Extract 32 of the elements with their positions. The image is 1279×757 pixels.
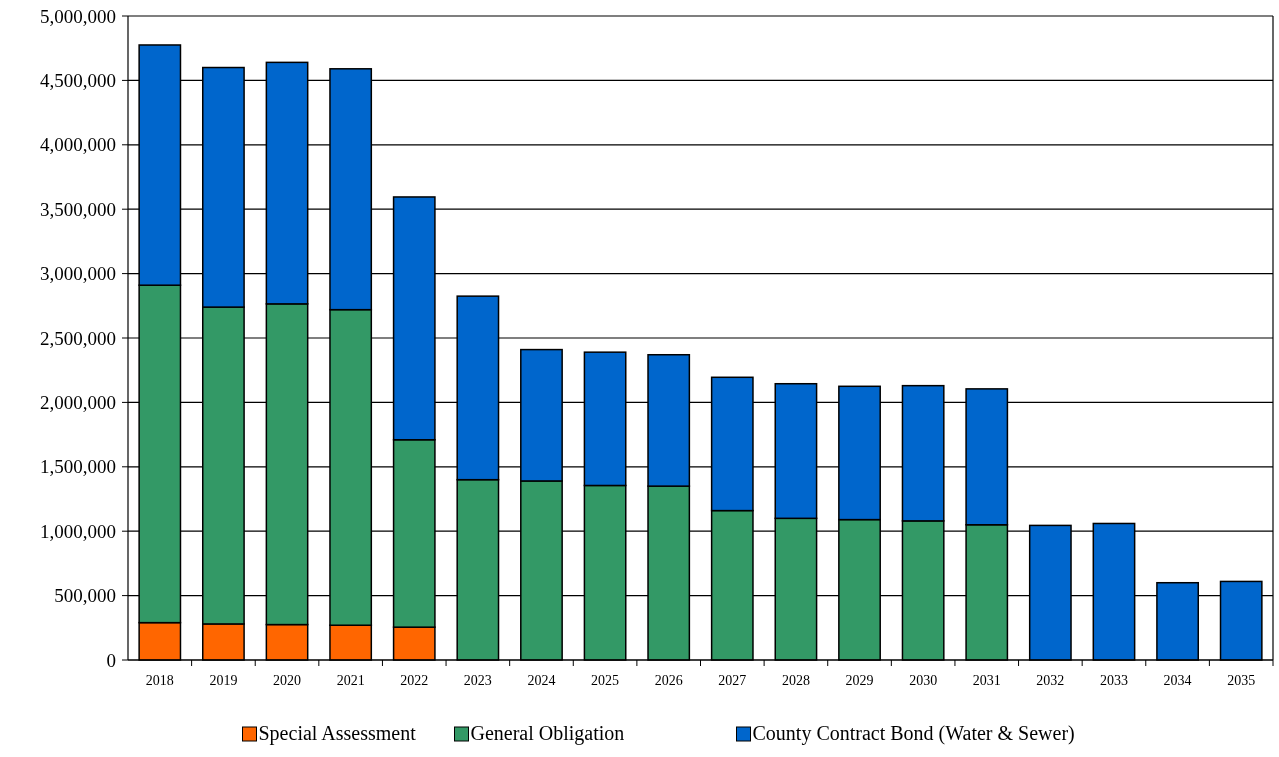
y-tick-label: 0 [106,649,116,671]
x-tick-label: 2028 [781,673,810,688]
x-tick-label: 2035 [1227,673,1256,688]
y-tick-label: 4,000,000 [40,134,116,156]
x-tick-label: 2023 [463,673,492,688]
x-tick-label: 2032 [1036,673,1065,688]
x-tick-label: 2031 [972,673,1001,688]
y-tick-label: 3,000,000 [40,263,116,285]
y-tick-label: 500,000 [54,585,116,607]
x-tick-label: 2021 [336,673,365,688]
legend-label: General Obligation [470,722,625,745]
y-tick-label: 5,000,000 [40,5,116,27]
y-tick-label: 1,500,000 [40,456,116,478]
x-tick-label: 2024 [527,673,556,688]
x-tick-label: 2022 [400,673,429,688]
y-tick-label: 1,000,000 [40,520,116,542]
x-tick-label: 2025 [591,673,620,688]
y-tick-label: 3,500,000 [40,198,116,220]
y-tick-label: 2,500,000 [40,327,116,349]
x-tick-label: 2033 [1099,673,1128,688]
y-tick-label: 4,500,000 [40,70,116,92]
x-tick-label: 2034 [1163,673,1192,688]
legend-label: County Contract Bond (Water & Sewer) [752,722,1075,745]
x-tick-label: 2026 [654,673,683,688]
y-tick-label: 2,000,000 [40,392,116,414]
x-tick-label: 2029 [845,673,874,688]
x-tick-label: 2027 [718,673,747,688]
x-tick-label: 2030 [909,673,938,688]
x-tick-label: 2020 [273,673,302,688]
x-tick-label: 2019 [209,673,238,688]
x-tick-label: 2018 [145,673,174,688]
legend-label: Special Assessment [258,722,417,745]
